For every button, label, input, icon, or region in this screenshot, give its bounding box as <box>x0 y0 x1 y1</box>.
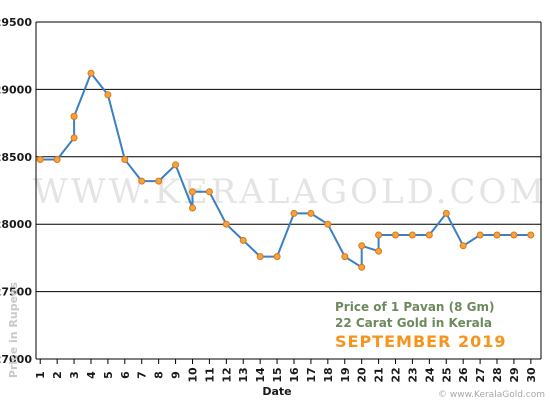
data-point <box>510 231 518 239</box>
x-tick-label: 7 <box>136 371 149 379</box>
x-tick-label: 21 <box>373 367 386 382</box>
x-tick-label: 3 <box>68 371 81 379</box>
data-point <box>53 156 61 163</box>
x-tick-label: 25 <box>440 367 453 382</box>
data-point <box>459 242 467 250</box>
data-point <box>442 209 450 217</box>
x-tick-label: 19 <box>339 367 352 382</box>
data-point <box>36 156 44 163</box>
data-point <box>189 188 196 196</box>
data-point <box>476 231 484 239</box>
x-tick-label: 8 <box>153 371 166 379</box>
data-point <box>104 91 112 99</box>
data-point <box>121 156 129 163</box>
x-tick-label: 15 <box>271 367 284 382</box>
data-point <box>138 177 146 185</box>
data-point <box>222 220 230 228</box>
y-tick-label: 29000 <box>0 83 32 96</box>
data-point <box>155 177 163 185</box>
data-point <box>256 253 264 261</box>
x-tick-label: 23 <box>406 367 419 382</box>
y-tick-label: 28000 <box>0 218 32 231</box>
data-point <box>358 242 366 250</box>
data-point <box>392 231 399 239</box>
x-tick-label: 2 <box>51 371 64 379</box>
data-point <box>189 204 196 212</box>
x-tick-label: 9 <box>170 371 183 379</box>
x-tick-label: 18 <box>322 367 335 382</box>
data-point <box>358 263 366 271</box>
data-point <box>375 247 383 255</box>
x-tick-label: 22 <box>390 367 403 382</box>
x-tick-label: 13 <box>237 367 250 382</box>
data-point <box>307 209 315 217</box>
data-point <box>375 231 383 239</box>
watermark-text: WWW.KERALAGOLD.COM <box>33 172 547 212</box>
data-point <box>425 231 433 239</box>
data-point <box>70 112 78 120</box>
price-series <box>36 69 535 271</box>
x-tick-label: 28 <box>491 367 504 382</box>
series-line <box>40 72 531 269</box>
grid-lines <box>36 21 541 360</box>
x-tick-label: 17 <box>305 367 318 382</box>
axes <box>35 22 542 359</box>
data-point <box>341 253 349 261</box>
annotation-month: SEPTEMBER 2019 <box>335 332 507 351</box>
y-tick-label: 28500 <box>0 151 32 164</box>
annotation-line-2: 22 Carat Gold in Kerala <box>335 316 492 330</box>
data-point <box>324 220 332 228</box>
x-tick-label: 10 <box>186 367 199 383</box>
data-point <box>172 161 180 169</box>
data-point <box>70 134 78 142</box>
x-tick-label: 12 <box>220 367 233 382</box>
data-point <box>87 69 95 77</box>
x-tick-label: 11 <box>203 367 216 382</box>
x-tick-label: 5 <box>102 371 115 379</box>
x-axis-label: Date <box>262 385 291 398</box>
y-tick-label: 29500 <box>0 16 32 29</box>
y-axis-ticks: 27000 27500 28000 28500 29000 29500 <box>0 16 32 366</box>
data-point <box>493 231 501 239</box>
data-point <box>205 188 213 196</box>
x-tick-label: 14 <box>254 367 267 383</box>
x-tick-label: 1 <box>34 371 47 379</box>
x-tick-label: 16 <box>288 367 301 383</box>
x-tick-label: 6 <box>119 371 132 379</box>
x-tick-label: 30 <box>525 367 538 383</box>
x-tick-label: 4 <box>85 371 98 379</box>
data-point <box>408 231 416 239</box>
data-point <box>273 253 281 261</box>
annotation-line-1: Price of 1 Pavan (8 Gm) <box>335 300 495 314</box>
x-tick-label: 29 <box>508 367 521 382</box>
y-axis-label: Price in Rupees <box>7 281 20 378</box>
data-point <box>239 236 247 244</box>
x-tick-label: 24 <box>423 367 436 383</box>
x-tick-label: 26 <box>457 367 470 383</box>
x-axis-ticks: 1 2 3 4 5 6 7 8 9 10 11 12 13 14 15 16 17 18 19 20 21 22 23 24 2… <box>34 359 538 383</box>
data-point <box>290 209 298 217</box>
y-tick-label: 27500 <box>0 286 32 299</box>
x-tick-label: 27 <box>474 367 487 382</box>
y-tick-label: 27000 <box>0 353 32 366</box>
site-credit: © www.KeralaGold.com <box>438 390 545 400</box>
x-tick-label: 20 <box>356 367 369 383</box>
data-point <box>527 231 535 239</box>
